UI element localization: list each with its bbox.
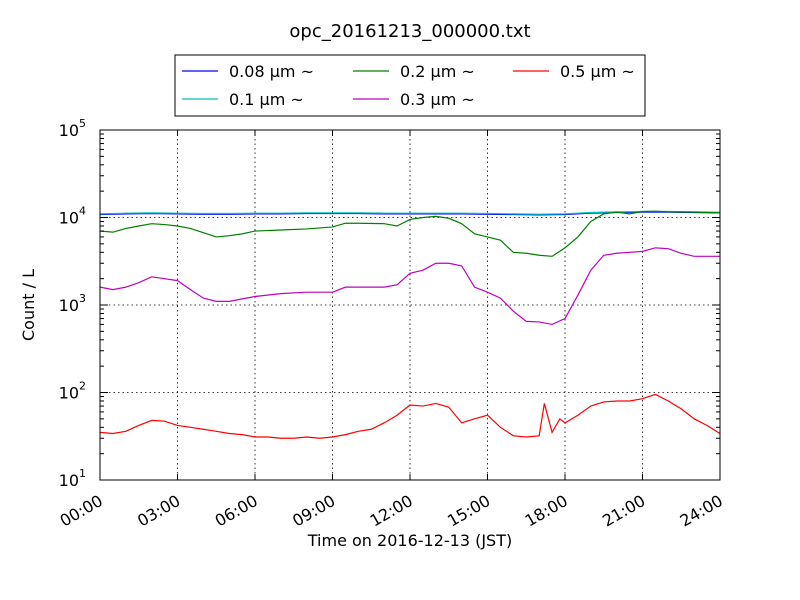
y-axis-label: Count / L <box>19 269 38 341</box>
x-tick-label: 24:00 <box>677 491 726 531</box>
legend-box <box>174 54 646 117</box>
y-tick-label: 101 <box>59 467 86 490</box>
series-line-2 <box>99 210 721 257</box>
x-tick-label: 03:00 <box>134 491 183 531</box>
y-tick-label: 102 <box>59 380 86 403</box>
ticks: 00:00 03:00 06:00 09:00 12:00 15:00 18:00 21:00… <box>57 117 726 531</box>
x-tick-label: 09:00 <box>289 491 338 531</box>
series-layer <box>99 210 721 439</box>
series-line-4 <box>99 393 721 439</box>
legend-label: 0.2 μm ~ <box>400 62 475 81</box>
x-tick-label: 21:00 <box>599 491 648 531</box>
legend: 0.08 μm ~ 0.1 μm ~ 0.2 μm ~ 0.3 μm ~ 0.5 μm … <box>174 54 646 117</box>
legend-label: 0.5 μm ~ <box>560 62 635 81</box>
y-tick-label: 104 <box>59 205 86 228</box>
legend-label: 0.3 μm ~ <box>400 90 475 109</box>
x-tick-label: 00:00 <box>57 491 106 531</box>
x-axis-label: Time on 2016-12-13 (JST) <box>307 531 512 550</box>
y-tick-label: 103 <box>59 292 86 315</box>
chart-title: opc_20161213_000000.txt <box>289 21 530 42</box>
x-tick-label: 18:00 <box>522 491 571 531</box>
x-tick-label: 06:00 <box>212 491 261 531</box>
legend-label: 0.1 μm ~ <box>229 90 304 109</box>
y-tick-label: 105 <box>59 117 86 140</box>
x-tick-label: 15:00 <box>444 491 493 531</box>
series-line-3 <box>99 247 720 326</box>
legend-label: 0.08 μm ~ <box>229 62 314 81</box>
x-tick-label: 12:00 <box>367 491 416 531</box>
